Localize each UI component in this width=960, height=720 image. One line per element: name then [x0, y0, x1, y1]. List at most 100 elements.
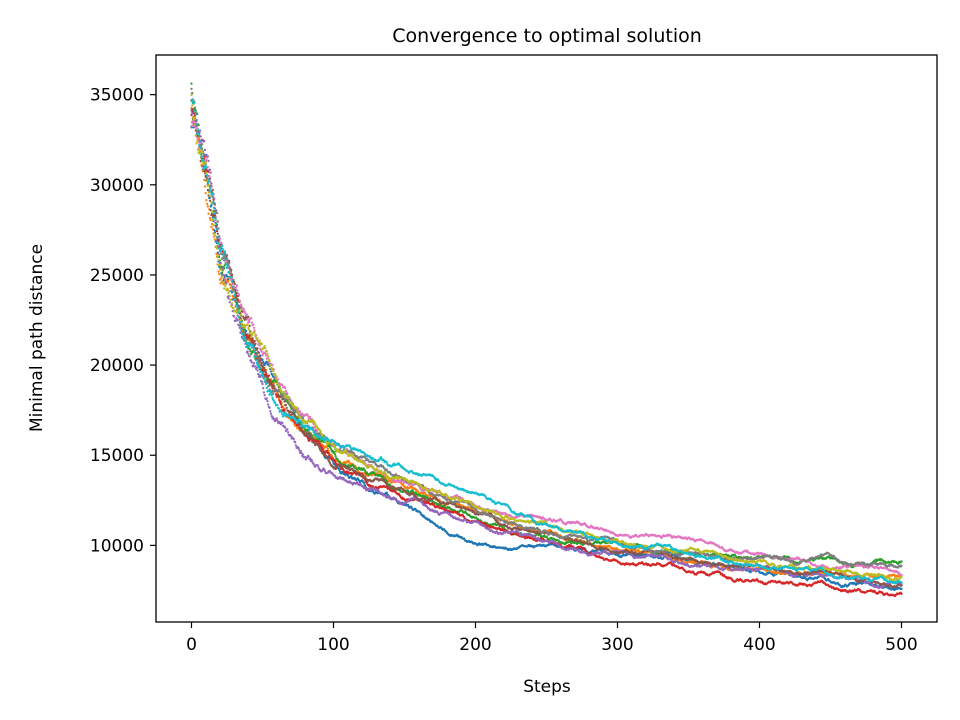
data-point — [218, 273, 221, 276]
data-point — [250, 361, 254, 364]
data-point — [205, 199, 208, 202]
data-point — [228, 301, 231, 304]
data-point — [338, 470, 342, 473]
data-point — [275, 417, 278, 420]
data-point — [238, 326, 241, 329]
data-point — [206, 205, 209, 208]
data-point — [260, 380, 263, 384]
data-point — [203, 139, 206, 143]
data-point — [338, 468, 341, 471]
data-point — [286, 428, 289, 431]
data-point — [227, 279, 230, 283]
data-point — [220, 277, 223, 280]
data-point — [249, 349, 252, 353]
data-point — [220, 271, 224, 275]
data-point — [279, 400, 282, 404]
data-point — [203, 185, 207, 188]
data-point — [263, 363, 266, 367]
data-point — [333, 450, 336, 454]
data-point — [284, 426, 287, 429]
data-point — [227, 297, 230, 300]
data-point — [190, 82, 193, 85]
data-point — [266, 399, 269, 403]
data-point — [262, 387, 265, 390]
series-trace — [190, 107, 903, 580]
plot-marks — [190, 82, 903, 598]
data-point — [219, 282, 222, 285]
data-point — [207, 159, 210, 163]
data-point — [217, 270, 220, 273]
series-trace — [190, 109, 903, 590]
data-point — [382, 475, 385, 479]
data-point — [306, 437, 310, 440]
data-point — [223, 274, 227, 277]
data-point — [229, 286, 232, 290]
data-point — [207, 212, 210, 215]
data-point — [203, 178, 206, 182]
chart-title: Convergence to optimal solution — [392, 25, 702, 47]
data-point — [243, 328, 246, 331]
data-point — [307, 455, 310, 458]
data-point — [247, 352, 250, 355]
data-point — [373, 472, 376, 475]
data-point — [406, 503, 410, 506]
data-point — [279, 403, 283, 406]
data-point — [256, 369, 259, 372]
data-point — [280, 406, 283, 409]
data-point — [385, 491, 388, 494]
data-point — [283, 408, 286, 412]
data-point — [232, 315, 236, 318]
data-point — [292, 437, 295, 441]
data-point — [208, 168, 212, 171]
data-point — [208, 216, 212, 220]
data-point — [252, 362, 256, 365]
data-point — [198, 129, 202, 132]
data-point — [333, 453, 337, 456]
data-point — [205, 202, 209, 206]
data-point — [262, 391, 266, 394]
data-point — [281, 421, 284, 425]
data-point — [223, 277, 226, 280]
data-point — [265, 397, 268, 400]
data-point — [261, 382, 264, 386]
data-point — [211, 228, 214, 231]
data-point — [900, 560, 903, 563]
data-point — [328, 454, 331, 457]
data-point — [225, 275, 229, 278]
data-point — [236, 319, 239, 322]
data-point — [210, 225, 213, 229]
data-point — [246, 350, 249, 353]
data-point — [248, 355, 251, 358]
data-point — [245, 329, 248, 333]
data-point — [263, 394, 266, 397]
series-trace — [190, 82, 903, 569]
data-point — [204, 192, 207, 195]
data-point — [218, 278, 222, 281]
data-point — [336, 458, 339, 461]
data-point — [900, 587, 903, 591]
data-point — [218, 255, 221, 259]
data-point — [248, 348, 251, 351]
data-point — [350, 475, 353, 478]
data-point — [362, 481, 366, 484]
data-point — [209, 171, 212, 174]
series-trace — [190, 108, 903, 598]
data-point — [334, 455, 337, 458]
data-point — [301, 453, 305, 456]
data-point — [276, 419, 279, 422]
data-point — [191, 112, 194, 115]
data-point — [900, 592, 903, 596]
data-point — [294, 441, 297, 444]
data-point — [267, 374, 271, 377]
data-point — [267, 403, 270, 406]
data-point — [268, 406, 271, 409]
data-point — [210, 204, 213, 207]
data-point — [269, 410, 272, 413]
data-point — [325, 449, 329, 452]
data-point — [326, 447, 329, 450]
data-point — [211, 216, 214, 219]
data-point — [363, 483, 366, 486]
data-point — [219, 261, 222, 265]
data-point — [269, 412, 273, 415]
